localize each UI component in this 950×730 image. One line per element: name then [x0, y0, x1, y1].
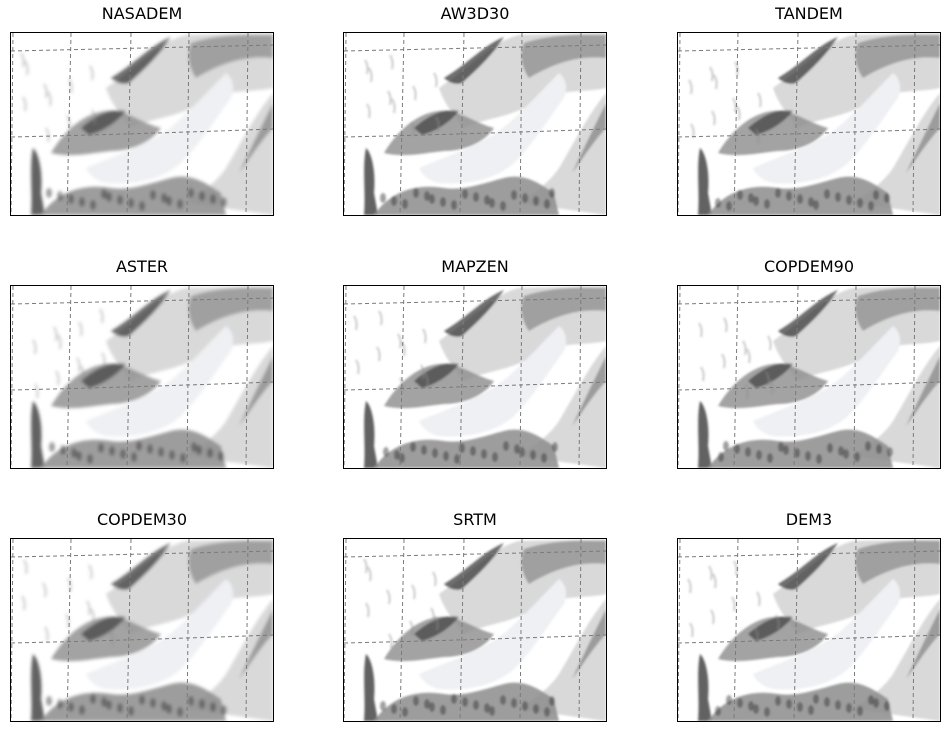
panel-title: MAPZEN [441, 257, 509, 276]
hillshade-image [10, 538, 274, 722]
terrain-render [344, 33, 606, 215]
terrain-render [344, 539, 606, 721]
panel-title: ASTER [115, 257, 169, 276]
hillshade-panel-copdem90: COPDEM90 [677, 257, 941, 469]
hillshade-image [343, 285, 607, 469]
hillshade-image [343, 538, 607, 722]
panel-title: COPDEM90 [763, 257, 854, 276]
panel-title: TANDEM [775, 4, 843, 23]
hillshade-panel-copdem30: COPDEM30 [10, 510, 274, 722]
graticule [678, 286, 940, 468]
panel-title: DEM3 [785, 510, 833, 529]
terrain-render [11, 33, 273, 215]
terrain-render [678, 286, 940, 468]
hillshade-image [343, 32, 607, 216]
hillshade-panel-mapzen: MAPZEN [343, 257, 607, 469]
panel-title: SRTM [453, 510, 497, 529]
hillshade-panel-dem3: DEM3 [677, 510, 941, 722]
hillshade-image [10, 285, 274, 469]
terrain-render [344, 286, 606, 468]
graticule [11, 286, 273, 468]
graticule [344, 539, 606, 721]
terrain-render [678, 33, 940, 215]
terrain-render [11, 286, 273, 468]
hillshade-image [10, 32, 274, 216]
hillshade-panel-aw3d30: AW3D30 [343, 4, 607, 216]
graticule [11, 539, 273, 721]
hillshade-panel-aster: ASTER [10, 257, 274, 469]
graticule [678, 539, 940, 721]
graticule [11, 33, 273, 215]
terrain-render [678, 539, 940, 721]
panel-title: NASADEM [101, 4, 183, 23]
hillshade-image [677, 285, 941, 469]
hillshade-image [677, 538, 941, 722]
panel-title: AW3D30 [440, 4, 510, 23]
panel-title: COPDEM30 [96, 510, 187, 529]
terrain-render [11, 539, 273, 721]
graticule [678, 33, 940, 215]
hillshade-image [677, 32, 941, 216]
graticule [344, 33, 606, 215]
hillshade-panel-tandem: TANDEM [677, 4, 941, 216]
graticule [344, 286, 606, 468]
hillshade-panel-srtm: SRTM [343, 510, 607, 722]
hillshade-panel-nasadem: NASADEM [10, 4, 274, 216]
